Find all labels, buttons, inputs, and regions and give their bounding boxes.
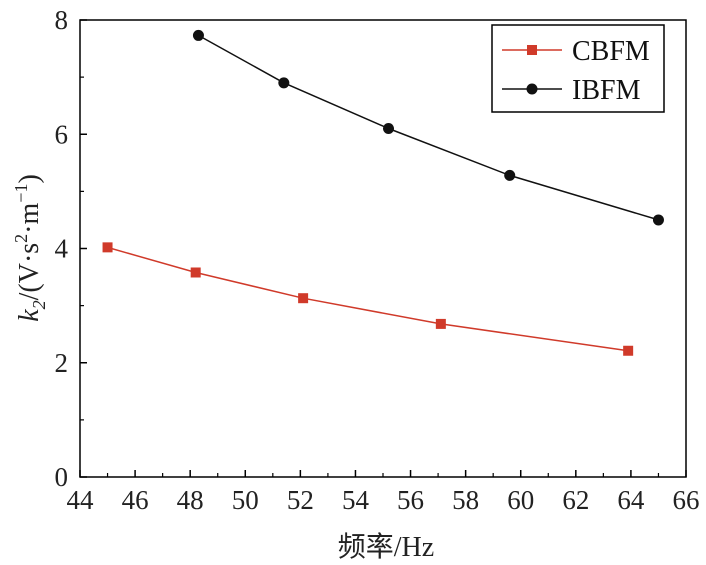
y-tick-label: 0 bbox=[55, 462, 69, 492]
data-point-cbfm bbox=[435, 318, 446, 329]
y-tick-label: 6 bbox=[55, 119, 69, 149]
data-point-cbfm bbox=[102, 242, 113, 253]
data-point-ibfm bbox=[383, 123, 395, 135]
y-axis-title-mid: ·m bbox=[14, 202, 45, 233]
legend-cbfm-marker bbox=[527, 45, 537, 55]
y-axis-ticks: 0 2 4 6 8 bbox=[55, 5, 87, 492]
x-tick-label: 62 bbox=[562, 485, 589, 515]
series-line-cbfm bbox=[107, 246, 629, 352]
series-layer bbox=[102, 29, 664, 356]
legend-box bbox=[491, 24, 665, 113]
x-tick-label: 50 bbox=[232, 485, 259, 515]
y-axis-title-k: k bbox=[14, 309, 45, 322]
data-point-ibfm bbox=[192, 29, 204, 41]
data-point-ibfm bbox=[504, 169, 516, 181]
y-tick-label: 2 bbox=[55, 348, 69, 378]
legend: CBFM IBFM bbox=[491, 24, 665, 113]
y-axis-title-m-sup: −1 bbox=[11, 184, 31, 203]
x-tick-label: 64 bbox=[617, 485, 645, 515]
x-tick-label: 66 bbox=[673, 485, 700, 515]
legend-ibfm-marker bbox=[526, 83, 538, 95]
x-tick-label: 44 bbox=[67, 485, 95, 515]
y-axis-title-s-sup: 2 bbox=[11, 234, 31, 243]
x-tick-label: 46 bbox=[122, 485, 149, 515]
y-axis-title-k-sub: 2 bbox=[29, 300, 49, 309]
data-point-ibfm bbox=[278, 77, 290, 89]
x-tick-label: 52 bbox=[287, 485, 314, 515]
x-tick-label: 48 bbox=[177, 485, 204, 515]
y-tick-label: 4 bbox=[55, 234, 69, 264]
y-axis-title-open: /(V·s bbox=[14, 243, 45, 301]
x-tick-label: 60 bbox=[507, 485, 534, 515]
x-tick-label: 58 bbox=[452, 485, 479, 515]
x-axis-title: 频率/Hz bbox=[338, 531, 434, 563]
y-tick-label: 8 bbox=[55, 5, 69, 35]
data-point-cbfm bbox=[190, 267, 201, 278]
data-point-cbfm bbox=[298, 293, 309, 304]
data-point-cbfm bbox=[623, 345, 634, 356]
x-tick-label: 56 bbox=[397, 485, 424, 515]
legend-ibfm-label: IBFM bbox=[572, 75, 641, 106]
legend-cbfm-label: CBFM bbox=[572, 36, 650, 67]
x-axis-ticks: 44 46 48 50 52 54 56 58 60 62 64 66 bbox=[67, 470, 700, 515]
data-point-ibfm bbox=[652, 214, 664, 226]
y-axis-title: k2/(V·s2·m−1) bbox=[11, 174, 49, 322]
y-axis-title-close: ) bbox=[14, 174, 45, 183]
x-tick-label: 54 bbox=[342, 485, 370, 515]
